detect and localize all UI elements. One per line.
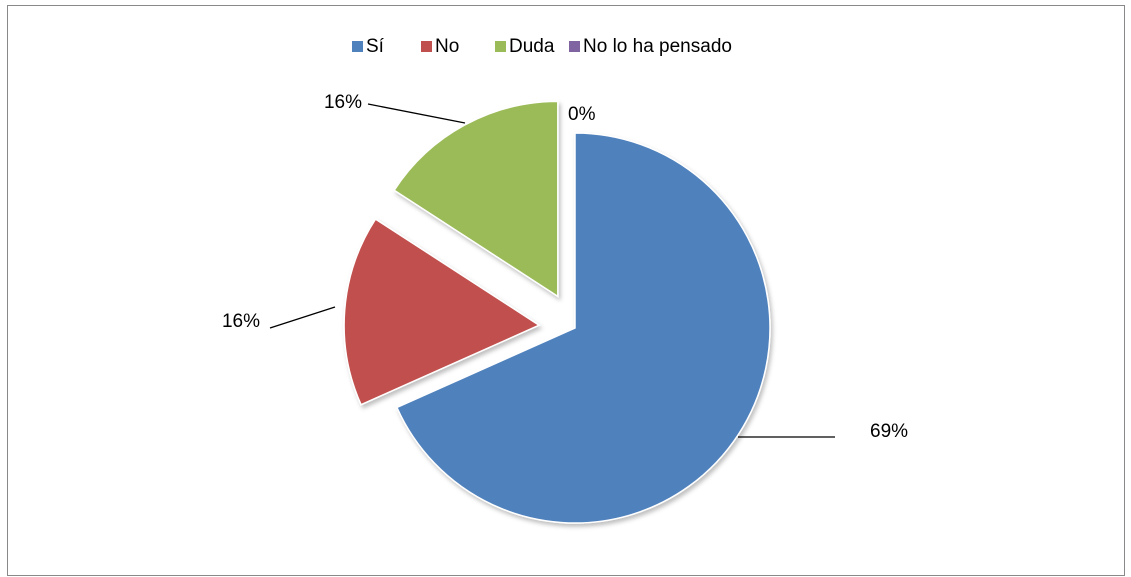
data-label: 16%	[222, 311, 260, 332]
pie-slice	[343, 218, 541, 406]
pie	[343, 100, 771, 524]
data-label: 16%	[324, 92, 362, 113]
pie-slice	[393, 100, 559, 298]
legend-label: No	[435, 36, 459, 57]
leader-line	[367, 103, 466, 124]
pie-slice	[395, 132, 771, 524]
legend-label: Sí	[366, 36, 385, 57]
legend-swatch	[352, 41, 363, 52]
leader-line	[269, 306, 336, 329]
data-label: 69%	[870, 421, 908, 442]
data-label: 0%	[568, 104, 596, 125]
legend-swatch	[495, 41, 506, 52]
legend-label: Duda	[509, 36, 555, 57]
legend-swatch	[569, 41, 580, 52]
legend-swatch	[421, 41, 432, 52]
legend-label: No lo ha pensado	[583, 36, 732, 57]
